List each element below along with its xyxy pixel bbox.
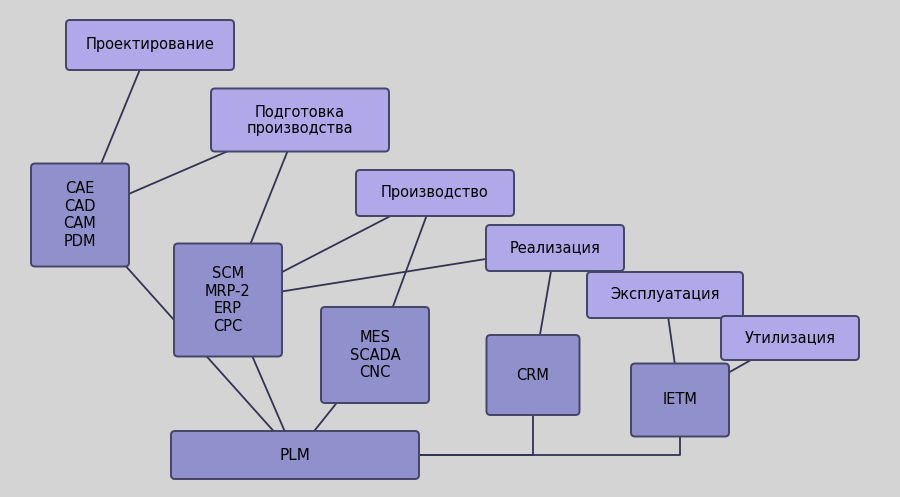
FancyBboxPatch shape (587, 272, 743, 318)
Text: Производство: Производство (381, 185, 489, 200)
Text: PLM: PLM (280, 447, 310, 463)
Text: CAE
CAD
CAM
PDM: CAE CAD CAM PDM (64, 181, 96, 248)
Text: Реализация: Реализация (509, 241, 600, 255)
Text: MES
SCADA
CNC: MES SCADA CNC (350, 330, 400, 380)
FancyBboxPatch shape (31, 164, 129, 266)
FancyBboxPatch shape (631, 363, 729, 436)
FancyBboxPatch shape (487, 335, 580, 415)
Text: SCM
MRP-2
ERP
CPC: SCM MRP-2 ERP CPC (205, 266, 251, 333)
FancyBboxPatch shape (356, 170, 514, 216)
Text: IETM: IETM (662, 393, 698, 408)
FancyBboxPatch shape (211, 88, 389, 152)
FancyBboxPatch shape (486, 225, 624, 271)
Text: CRM: CRM (517, 367, 549, 383)
FancyBboxPatch shape (66, 20, 234, 70)
Text: Эксплуатация: Эксплуатация (610, 287, 720, 303)
FancyBboxPatch shape (171, 431, 419, 479)
Text: Утилизация: Утилизация (744, 331, 835, 345)
FancyBboxPatch shape (174, 244, 282, 356)
FancyBboxPatch shape (721, 316, 859, 360)
Text: Проектирование: Проектирование (86, 37, 214, 53)
Text: Подготовка
производства: Подготовка производства (247, 104, 354, 136)
FancyBboxPatch shape (321, 307, 429, 403)
